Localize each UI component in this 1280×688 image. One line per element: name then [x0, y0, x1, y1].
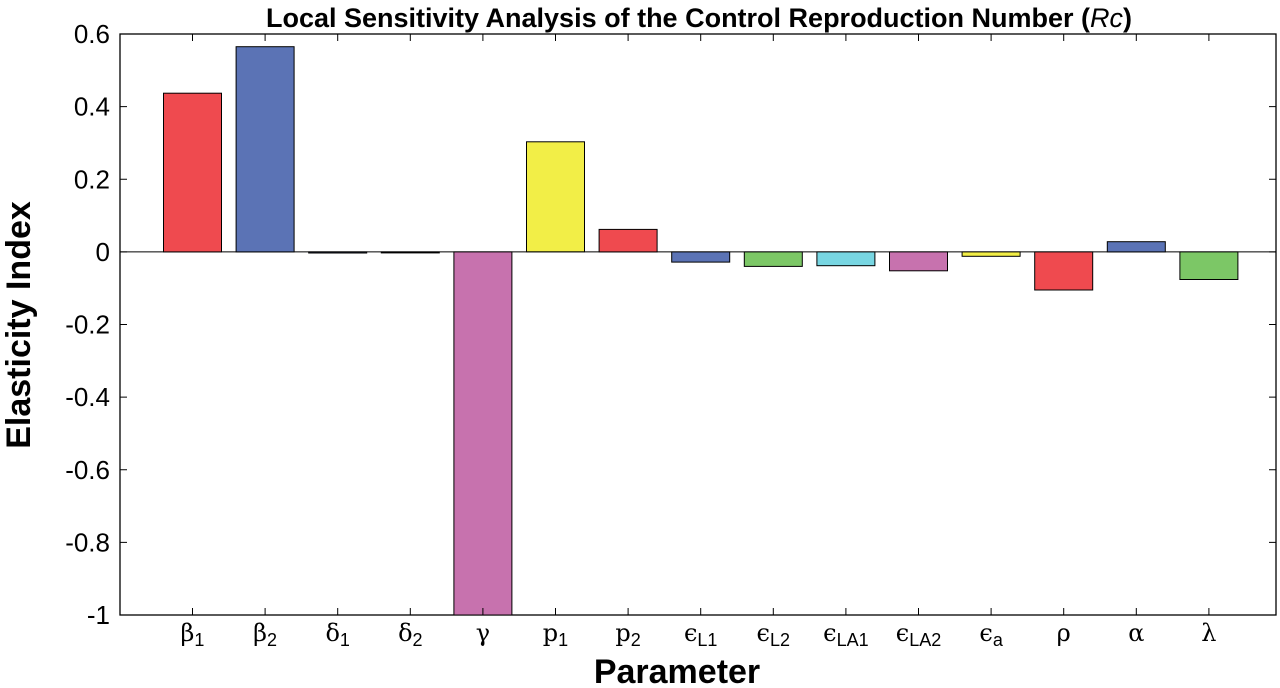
bar: [671, 251, 731, 263]
bar: [163, 92, 222, 253]
bar: [816, 251, 876, 267]
x-tick-label: ρ: [1057, 619, 1071, 647]
bar: [743, 251, 803, 267]
bar: [889, 251, 948, 272]
bar: [1179, 251, 1239, 280]
y-tick-label: 0.2: [74, 164, 110, 194]
bar-series: [163, 46, 1239, 616]
bar: [308, 251, 368, 254]
x-tick-label: ϵa: [979, 619, 1003, 650]
x-tick-label: ϵL2: [757, 619, 790, 650]
bar: [526, 141, 585, 253]
x-tick-label: ϵL1: [684, 619, 717, 650]
x-tick-label: α: [1128, 619, 1144, 647]
bar: [961, 251, 1021, 257]
x-tick-label: β2: [253, 619, 277, 650]
y-tick-label: -0.2: [65, 310, 110, 340]
bar: [598, 228, 658, 253]
bar: [235, 46, 295, 253]
y-tick-label: -0.6: [65, 455, 110, 485]
x-tick-label: δ2: [398, 619, 422, 650]
x-tick-label: λ: [1201, 619, 1216, 647]
x-axis-ticks: β1 β2 δ1 δ2 γ p1 p2 ϵL1 ϵL2 ϵLA1 ϵLA2 ϵa ρ α λ: [181, 34, 1217, 650]
x-axis-label: Parameter: [594, 653, 760, 688]
y-tick-label: 0.6: [74, 19, 110, 49]
x-tick-label: ϵLA2: [896, 619, 941, 650]
bar: [453, 251, 513, 616]
bar: [1034, 251, 1094, 291]
x-tick-label: β1: [181, 619, 205, 650]
y-axis-ticks: 0.6 0.4 0.2 0 -0.2 -0.4 -0.6 -0.8 -1: [65, 19, 1276, 630]
chart-title: Local Sensitivity Analysis of the Contro…: [266, 3, 1132, 33]
x-tick-label: δ1: [325, 619, 349, 650]
y-tick-label: 0: [96, 237, 110, 267]
y-tick-label: 0.4: [74, 92, 110, 122]
y-axis-label: Elasticity Index: [0, 201, 38, 449]
x-tick-label: ϵLA1: [823, 619, 868, 650]
y-tick-label: -0.8: [65, 527, 110, 557]
x-tick-label: p2: [615, 619, 640, 650]
y-tick-label: -0.4: [65, 382, 110, 412]
bar: [1106, 241, 1166, 253]
x-tick-label: γ: [476, 619, 490, 647]
y-tick-label: -1: [87, 600, 110, 630]
bar: [380, 251, 440, 254]
x-tick-label: p1: [543, 619, 568, 650]
